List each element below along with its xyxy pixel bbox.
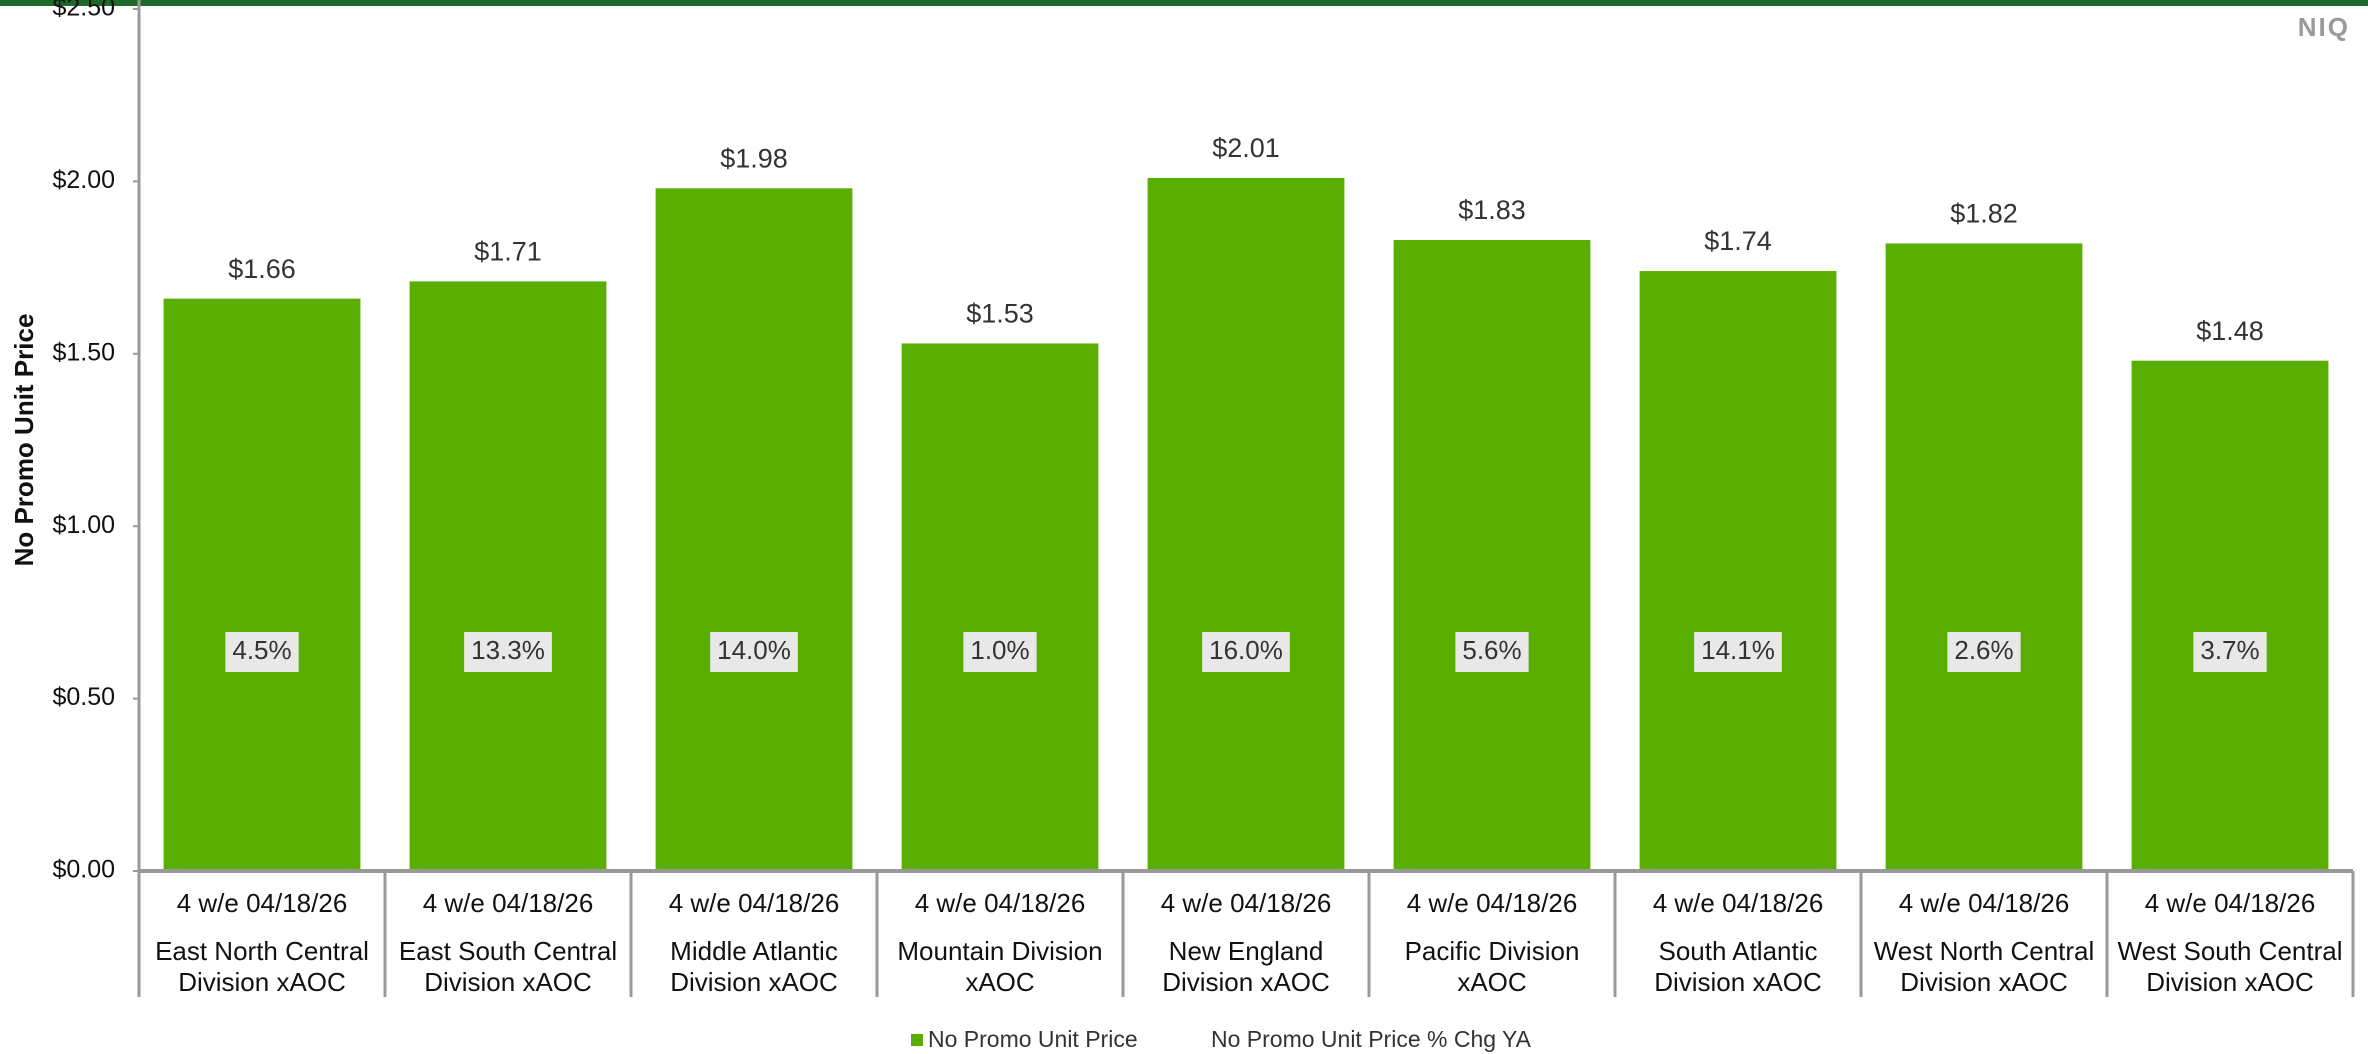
value-label: $1.66 <box>228 254 296 284</box>
pct-box <box>1202 632 1290 672</box>
value-label: $1.82 <box>1950 199 2018 229</box>
pct-box <box>225 632 299 672</box>
pct-box <box>1455 632 1529 672</box>
pct-label: 14.0% <box>717 635 791 665</box>
legend-label: No Promo Unit Price <box>928 1026 1138 1052</box>
x-period-label: 4 w/e 04/18/26 <box>1652 888 1824 918</box>
bar <box>1147 177 1345 871</box>
y-tick-label: $1.00 <box>52 511 115 539</box>
value-label: $1.83 <box>1458 195 1526 225</box>
pct-box <box>464 632 552 672</box>
pct-label: 2.6% <box>1954 635 2013 665</box>
x-tick-label: East North Central Division xAOC <box>155 936 369 997</box>
y-tick-label: $1.50 <box>52 338 115 366</box>
legend-label: No Promo Unit Price % Chg YA <box>1211 1026 1532 1052</box>
x-tick-label: Mountain Division xAOC <box>897 936 1103 997</box>
x-tick-label: West South Central Division xAOC <box>2117 936 2343 997</box>
y-tick-label: $2.50 <box>52 0 115 22</box>
x-tick-label: South Atlantic Division xAOC <box>1654 936 1822 997</box>
pct-label: 4.5% <box>232 635 291 665</box>
x-tick-label: Pacific Division xAOC <box>1404 936 1580 997</box>
bar <box>409 281 607 872</box>
brand-logo: NIQ <box>2298 12 2350 42</box>
x-tick-label: West North Central Division xAOC <box>1873 936 2095 997</box>
top-bar <box>0 0 2368 6</box>
y-tick-label: $0.00 <box>52 856 115 884</box>
x-period-label: 4 w/e 04/18/26 <box>176 888 348 918</box>
pct-label: 14.1% <box>1701 635 1775 665</box>
y-tick-label: $2.00 <box>52 166 115 194</box>
bar <box>1885 243 2083 872</box>
value-label: $1.74 <box>1704 226 1772 256</box>
pct-box <box>1694 632 1782 672</box>
pct-box <box>710 632 798 672</box>
bar <box>2131 360 2329 871</box>
x-tick-label: New England Division xAOC <box>1162 936 1330 997</box>
value-label: $1.53 <box>966 299 1034 329</box>
x-period-label: 4 w/e 04/18/26 <box>1160 888 1332 918</box>
x-period-label: 4 w/e 04/18/26 <box>2144 888 2316 918</box>
x-tick-label: East South Central Division xAOC <box>398 936 618 997</box>
x-period-label: 4 w/e 04/18/26 <box>914 888 1086 918</box>
bar <box>901 343 1099 871</box>
x-period-label: 4 w/e 04/18/26 <box>422 888 594 918</box>
pct-label: 5.6% <box>1462 635 1521 665</box>
y-axis-label: No Promo Unit Price <box>9 314 39 567</box>
bar <box>655 188 853 871</box>
value-label: $1.48 <box>2196 316 2264 346</box>
bar <box>1393 240 1591 872</box>
bar <box>163 298 361 872</box>
value-label: $2.01 <box>1212 133 1280 163</box>
x-period-label: 4 w/e 04/18/26 <box>1406 888 1578 918</box>
x-period-label: 4 w/e 04/18/26 <box>668 888 840 918</box>
pct-label: 3.7% <box>2200 635 2259 665</box>
pct-label: 1.0% <box>970 635 1029 665</box>
legend-swatch <box>911 1034 923 1046</box>
pct-box <box>963 632 1037 672</box>
y-tick-label: $0.50 <box>52 683 115 711</box>
pct-box <box>2193 632 2267 672</box>
pct-box <box>1947 632 2021 672</box>
pct-label: 13.3% <box>471 635 545 665</box>
pct-label: 16.0% <box>1209 635 1283 665</box>
x-period-label: 4 w/e 04/18/26 <box>1898 888 2070 918</box>
x-tick-label: Middle Atlantic Division xAOC <box>670 936 838 997</box>
value-label: $1.71 <box>474 237 542 267</box>
value-label: $1.98 <box>720 143 788 173</box>
bar <box>1639 271 1837 872</box>
